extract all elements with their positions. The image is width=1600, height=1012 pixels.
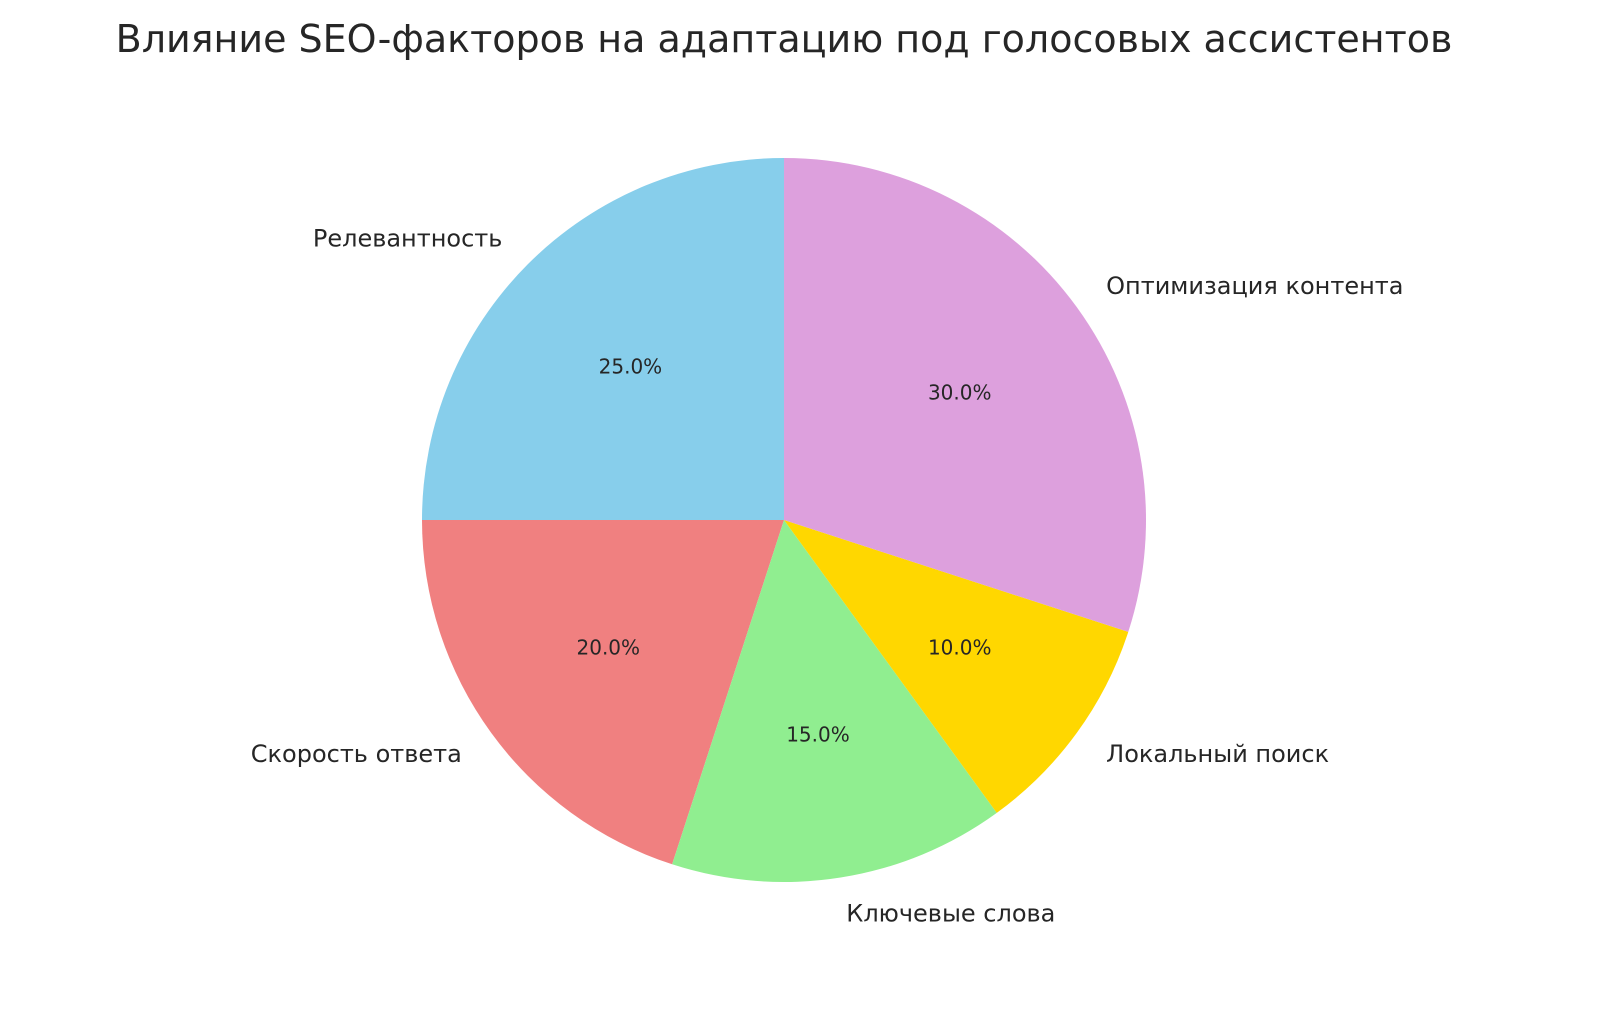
slice-label: Локальный поиск <box>1106 740 1329 768</box>
pie-slice <box>784 520 1129 813</box>
slice-label: Ключевые слова <box>846 899 1055 927</box>
pie-slice <box>672 520 997 882</box>
pie-slice <box>784 158 1146 632</box>
slice-percent-label: 15.0% <box>786 723 850 747</box>
slice-percent-label: 25.0% <box>599 354 663 378</box>
pie-slice <box>422 520 784 865</box>
slice-percent-label: 30.0% <box>928 380 992 404</box>
slice-percent-label: 10.0% <box>928 636 992 660</box>
slice-label: Релевантность <box>313 224 503 252</box>
slice-label: Оптимизация контента <box>1106 272 1403 300</box>
pie-slice <box>422 158 784 520</box>
slice-percent-label: 20.0% <box>577 636 641 660</box>
slice-label: Скорость ответа <box>251 740 462 768</box>
chart-title: Влияние SEO-факторов на адаптацию под го… <box>116 17 1453 61</box>
